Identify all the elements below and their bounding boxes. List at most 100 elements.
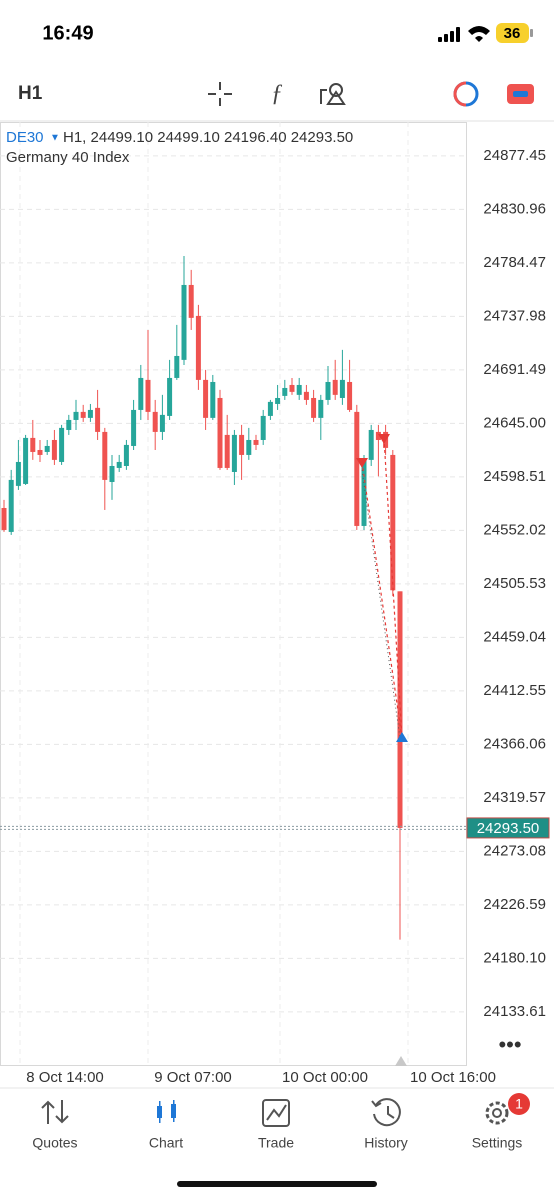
candle-body: [390, 454, 396, 591]
candle-body: [123, 444, 129, 466]
candle-body: [231, 434, 237, 472]
x-tick-label: 10 Oct 16:00: [410, 1069, 496, 1086]
scroll-marker: [395, 1056, 407, 1066]
candle-body: [260, 415, 266, 440]
home-indicator: [177, 1181, 377, 1187]
buy-arrow: [396, 732, 408, 742]
candle-body: [23, 437, 29, 484]
candle-body: [275, 397, 281, 404]
candles: [1, 255, 403, 940]
trade-signals-button[interactable]: [453, 81, 479, 107]
y-tick-label: 24412.55: [483, 682, 546, 699]
objects-button[interactable]: [320, 83, 346, 105]
y-tick-label: 24319.57: [483, 789, 546, 806]
candle-body: [159, 414, 165, 432]
candle-body: [37, 449, 43, 455]
more-button[interactable]: •••: [498, 1032, 521, 1057]
tab-label[interactable]: Trade: [258, 1135, 294, 1151]
tab-label[interactable]: Quotes: [32, 1135, 77, 1151]
tab-label[interactable]: Settings: [472, 1135, 523, 1151]
candle-body: [246, 439, 252, 455]
current-price-box: [466, 817, 550, 839]
candle-body: [354, 411, 360, 526]
notification-badge: [508, 1093, 530, 1115]
trade-line: [383, 437, 403, 739]
crosshair-button[interactable]: [208, 82, 232, 106]
candle-body: [203, 379, 209, 418]
candle-body: [239, 434, 245, 455]
sell-arrow: [378, 434, 390, 444]
y-tick-label: 24784.47: [483, 254, 546, 271]
history-icon[interactable]: [371, 1098, 401, 1127]
candle-body: [339, 379, 345, 398]
candle-body: [303, 391, 309, 400]
candle-body: [282, 387, 288, 396]
candle-body: [325, 381, 331, 400]
chart-icon[interactable]: [157, 1100, 176, 1123]
candle-body: [66, 419, 72, 430]
current-price-label: 24293.50: [477, 820, 540, 837]
candle-body: [59, 427, 65, 462]
candle-body: [15, 461, 21, 486]
candle-body: [217, 397, 223, 468]
quotes-icon[interactable]: [41, 1100, 69, 1124]
tab-label[interactable]: History: [364, 1135, 408, 1151]
candle-body: [289, 384, 295, 392]
y-tick-label: 24133.61: [483, 1003, 546, 1020]
candle-body: [332, 379, 338, 395]
candle-body: [188, 284, 194, 318]
candle-body: [116, 461, 122, 468]
settings-icon[interactable]: [485, 1101, 509, 1125]
candle-body: [87, 409, 93, 418]
candle-body: [224, 434, 230, 468]
battery-level: 36: [504, 25, 521, 42]
y-tick-label: 24505.53: [483, 575, 546, 592]
y-tick-label: 24830.96: [483, 200, 546, 217]
candle-body: [318, 399, 324, 418]
one-click-trading-button[interactable]: [507, 84, 534, 104]
battery-tip: [530, 29, 533, 37]
candle-body: [253, 439, 259, 445]
candle-body: [152, 411, 158, 432]
tab-label[interactable]: Chart: [149, 1135, 183, 1151]
symbol-description: Germany 40 Index: [6, 149, 130, 166]
candle-body: [174, 355, 180, 378]
y-tick-label: 24552.02: [483, 521, 546, 538]
trade-icon[interactable]: [262, 1099, 290, 1127]
symbol[interactable]: DE30: [6, 129, 44, 146]
signal-icon: [438, 27, 460, 42]
symbol-dropdown[interactable]: ▼: [50, 133, 60, 144]
grid: [0, 122, 466, 1065]
indicators-button[interactable]: ƒ: [271, 81, 283, 107]
candle-body: [195, 315, 201, 380]
y-tick-label: 24877.45: [483, 147, 546, 164]
timeframe[interactable]: H1: [18, 83, 43, 104]
wifi-icon: [468, 26, 490, 42]
candle-body: [8, 479, 14, 532]
candle-body: [296, 384, 302, 395]
x-tick-label: 10 Oct 00:00: [282, 1069, 368, 1086]
status-time: 16:49: [42, 22, 93, 44]
ohlc-info: H1, 24499.10 24499.10 24196.40 24293.50: [63, 129, 353, 146]
x-tick-label: 8 Oct 14:00: [26, 1069, 104, 1086]
y-tick-label: 24737.98: [483, 307, 546, 324]
candle-body: [311, 397, 317, 418]
badge-count: 1: [515, 1096, 523, 1112]
candle-body: [375, 431, 381, 440]
sell-arrow: [356, 458, 368, 468]
y-tick-label: 24645.00: [483, 414, 546, 431]
y-tick-label: 24273.08: [483, 842, 546, 859]
chart-frame: [0, 122, 467, 1066]
candle-body: [30, 437, 36, 452]
x-tick-label: 9 Oct 07:00: [154, 1069, 232, 1086]
candle-body: [210, 381, 216, 418]
candle-body: [73, 411, 79, 420]
candle-body: [95, 407, 101, 432]
candle-body: [167, 377, 173, 416]
candle-body: [347, 381, 353, 410]
candle-body: [267, 401, 273, 416]
candle-body: [181, 284, 187, 360]
y-tick-label: 24598.51: [483, 468, 546, 485]
candle-body: [138, 377, 144, 410]
